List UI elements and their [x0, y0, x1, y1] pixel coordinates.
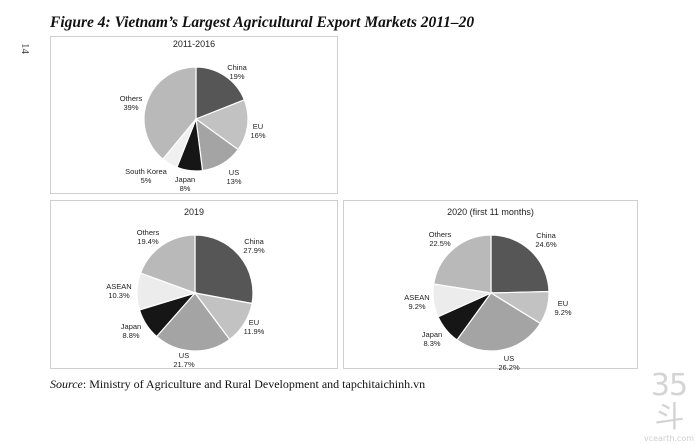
slice-value-us: 26.2% — [498, 363, 520, 370]
slice-label-us: US — [229, 168, 239, 177]
pie-slice-others — [139, 234, 196, 294]
slice-label-eu: EU — [558, 299, 568, 308]
page-number: 14 — [19, 43, 31, 54]
pie-slice-china — [490, 234, 550, 294]
source-note: Source: Ministry of Agriculture and Rura… — [50, 377, 425, 392]
slice-value-asean: 10.3% — [108, 291, 130, 300]
slice-value-eu: 11.9% — [244, 327, 265, 336]
slice-label-eu: EU — [253, 122, 263, 131]
slice-value-us: 13% — [226, 177, 241, 186]
slice-label-china: China — [536, 231, 556, 240]
pie-slice-china — [194, 234, 254, 305]
slice-value-eu: 9.2% — [554, 308, 571, 317]
watermark-site: vcearth.com — [643, 434, 695, 443]
source-label: Source — [50, 377, 83, 391]
slice-value-south-korea: 5% — [141, 176, 152, 185]
slice-label-japan: Japan — [422, 330, 442, 339]
slice-label-us: US — [179, 351, 189, 360]
pie-slice-us — [456, 292, 542, 352]
figure-title: Figure 4: Vietnam’s Largest Agricultural… — [50, 14, 475, 31]
pie-slice-china — [195, 66, 246, 120]
slice-label-others: Others — [137, 228, 160, 237]
chart-title: 2020 (first 11 months) — [447, 207, 534, 217]
slice-label-china: China — [227, 63, 247, 72]
source-text: : Ministry of Agriculture and Rural Deve… — [82, 377, 426, 391]
slice-value-japan: 8% — [180, 184, 191, 193]
slice-label-south-korea: South Korea — [125, 167, 168, 176]
pie-slice-others — [143, 66, 197, 160]
pie-slice-others — [433, 234, 492, 294]
chart-panel-2019: 2019 China 27.9% EU 11.9% US 21.7% Japan 8.8% AS… — [50, 200, 338, 369]
pie-chart-2020: China24.6%EU9.2%US26.2%Japan8.3%ASEAN9.2… — [404, 230, 572, 370]
slice-value-japan: 8.3% — [423, 339, 440, 348]
slice-value-us: 21.7% — [173, 360, 195, 369]
slice-value-china: 27.9% — [243, 246, 265, 255]
watermark-logo: 35斗 vcearth.com — [640, 370, 698, 444]
slice-value-others: 22.5% — [429, 239, 451, 248]
slice-value-china: 19% — [229, 72, 244, 81]
slice-label-eu: EU — [249, 318, 259, 327]
slice-value-asean: 9.2% — [408, 302, 425, 311]
slice-label-others: Others — [429, 230, 452, 239]
watermark-mark: 35斗 — [650, 368, 688, 435]
chart-title: 2019 — [183, 207, 205, 217]
chart-title: 2011-2016 — [172, 39, 216, 49]
slice-label-asean: ASEAN — [404, 293, 429, 302]
chart-panel-2011-2016: 2011-2016 China 19% EU 16% US 13% Japan 8% South… — [50, 36, 338, 194]
chart-panel-2020: 2020 (first 11 months) China 24.6% EU 9.2% U… — [343, 200, 638, 370]
slice-label-china: China — [244, 237, 264, 246]
slice-label-asean: ASEAN — [106, 282, 131, 291]
slice-value-eu: 16% — [250, 131, 265, 140]
slice-label-japan: Japan — [121, 322, 141, 331]
pie-slice-us — [155, 292, 231, 352]
slice-value-china: 24.6% — [535, 240, 557, 249]
slice-label-others: Others — [120, 94, 143, 103]
slice-value-others: 19.4% — [137, 237, 159, 246]
slice-label-us: US — [504, 354, 514, 363]
pie-slice-eu — [194, 99, 249, 151]
slice-value-japan: 8.8% — [122, 331, 139, 340]
slice-value-others: 39% — [123, 103, 138, 112]
slice-label-japan: Japan — [175, 175, 195, 184]
